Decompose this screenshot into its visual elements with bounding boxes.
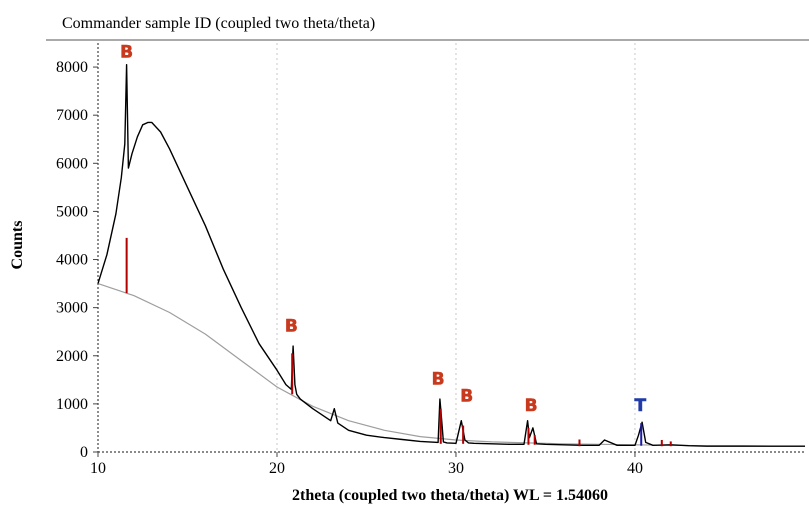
peak-label-1: B	[285, 317, 298, 337]
background-curve	[97, 283, 805, 447]
pattern-curve	[97, 63, 805, 447]
y-tick-label-1000: 1000	[56, 396, 88, 413]
x-tick-label-10: 10	[90, 460, 106, 477]
y-tick-label-2000: 2000	[56, 348, 88, 365]
x-axis-title: 2theta (coupled two theta/theta) WL = 1.…	[292, 487, 608, 504]
y-tick-label-8000: 8000	[56, 59, 88, 76]
peak-label-4: B	[525, 396, 538, 416]
y-tick-label-4000: 4000	[56, 252, 88, 269]
y-tick-label-7000: 7000	[56, 107, 88, 124]
y-tick-label-5000: 5000	[56, 203, 88, 220]
peak-label-3: B	[460, 386, 473, 406]
x-tick-label-40: 40	[627, 460, 643, 477]
reference-sticks	[125, 237, 672, 447]
y-axis-ticks: 0 1000 2000 3000 4000 5000 6000 7000 8000	[56, 59, 98, 461]
y-tick-label-3000: 3000	[56, 300, 88, 317]
vertical-gridlines	[276, 43, 636, 452]
x-tick-label-20: 20	[269, 460, 285, 477]
background-series-line	[97, 283, 805, 447]
y-axis-title: Counts	[9, 221, 26, 270]
pattern-series-line	[97, 63, 805, 447]
peak-label-2: B	[432, 370, 445, 390]
x-tick-label-30: 30	[448, 460, 464, 477]
y-tick-label-0: 0	[80, 444, 88, 461]
peak-label-5: T	[635, 396, 647, 416]
chart-header-title: Commander sample ID (coupled two theta/t…	[62, 15, 375, 32]
y-tick-label-6000: 6000	[56, 155, 88, 172]
x-axis-ticks: 10 20 30 40	[90, 452, 643, 477]
peak-label-0: B	[120, 42, 133, 62]
